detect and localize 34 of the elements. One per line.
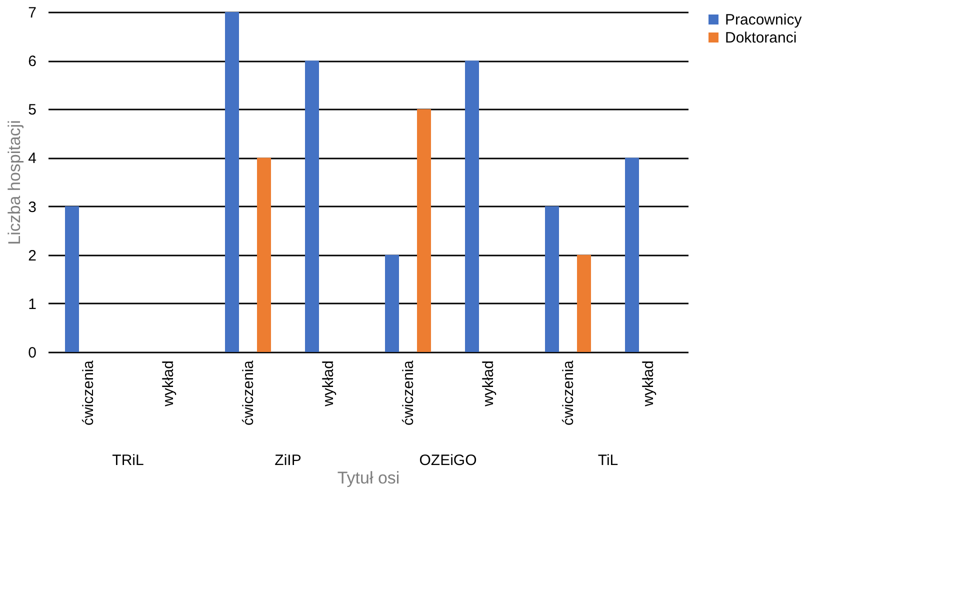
x-tick-label: wykład [320,360,337,408]
x-axis-title: Tytuł osi [337,468,400,488]
text: ZiIP [274,452,302,469]
y-tick-label: 2 [28,247,36,264]
bar [305,60,319,352]
bar [417,109,431,352]
x-tick-label: ćwiczenia [400,360,417,426]
x-tick-label: wykład [160,360,177,408]
x-tick-label: ćwiczenia [80,360,97,426]
x-tick-label: wykład [480,360,497,408]
bar [465,60,479,352]
y-tick-label: 5 [28,102,36,119]
bar [625,158,639,352]
y-tick-label: 0 [28,344,36,362]
y-tick-label: 4 [28,150,36,168]
y-tick-label: 7 [28,4,36,22]
y-tick-label: 3 [28,198,36,216]
x-tick-label: wykład [640,360,657,408]
bar [65,206,79,352]
bar [225,12,239,352]
y-tick-label: 6 [28,53,36,70]
x-tick-label: ćwiczenia [560,360,577,426]
text: TiL [598,452,618,469]
legend-label: Doktoranci [725,30,797,46]
text: TRiL [112,452,144,469]
y-tick-label: 1 [28,296,36,313]
x-tick-label: ćwiczenia [240,360,257,426]
bar [577,254,591,352]
text: OZEiGO [419,452,477,469]
bar [385,254,399,352]
bar [545,206,559,352]
y-axis-title: Liczba hospitacji [5,120,24,245]
legend-label: Pracownicy [725,12,802,28]
bar [257,158,271,352]
